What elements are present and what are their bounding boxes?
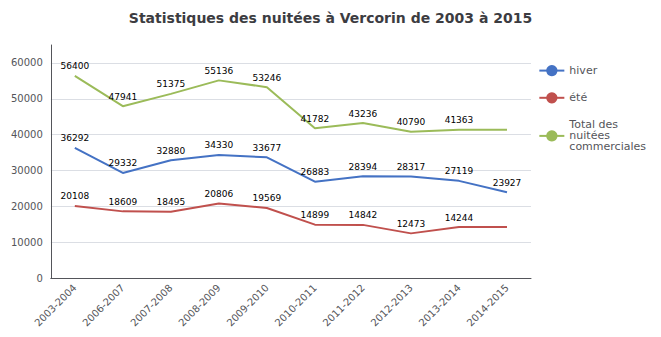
svg-text:34330: 34330 xyxy=(205,140,234,150)
svg-text:41782: 41782 xyxy=(301,114,330,124)
svg-text:19569: 19569 xyxy=(253,193,282,203)
svg-text:40790: 40790 xyxy=(397,117,426,127)
svg-text:29332: 29332 xyxy=(109,158,138,168)
svg-text:27119: 27119 xyxy=(445,166,474,176)
svg-text:36292: 36292 xyxy=(60,133,89,143)
svg-text:10000: 10000 xyxy=(11,237,43,248)
svg-text:14842: 14842 xyxy=(349,210,378,220)
svg-text:47941: 47941 xyxy=(109,92,138,102)
svg-text:55136: 55136 xyxy=(205,66,234,76)
svg-text:23927: 23927 xyxy=(493,178,522,188)
svg-text:0: 0 xyxy=(36,273,42,284)
svg-text:33677: 33677 xyxy=(253,143,282,153)
svg-text:60000: 60000 xyxy=(11,57,43,68)
svg-text:14899: 14899 xyxy=(301,210,330,220)
svg-text:12473: 12473 xyxy=(397,219,426,229)
svg-text:50000: 50000 xyxy=(11,93,43,104)
svg-text:commerciales: commerciales xyxy=(569,140,646,153)
svg-text:30000: 30000 xyxy=(11,165,43,176)
svg-text:28317: 28317 xyxy=(397,162,426,172)
svg-text:53246: 53246 xyxy=(253,73,282,83)
svg-text:2014-2015: 2014-2015 xyxy=(465,282,511,328)
svg-text:14244: 14244 xyxy=(445,213,474,223)
svg-text:Total des: Total des xyxy=(569,118,618,132)
svg-text:2003-2004: 2003-2004 xyxy=(32,282,78,328)
svg-text:20000: 20000 xyxy=(11,201,43,212)
svg-text:été: été xyxy=(569,91,587,104)
svg-text:hiver: hiver xyxy=(569,64,597,77)
svg-text:18609: 18609 xyxy=(109,197,138,207)
svg-text:2013-2014: 2013-2014 xyxy=(417,282,463,328)
svg-text:20108: 20108 xyxy=(60,191,89,201)
svg-text:28394: 28394 xyxy=(349,162,378,172)
svg-text:2010-2011: 2010-2011 xyxy=(273,282,319,328)
svg-text:2009-2010: 2009-2010 xyxy=(225,282,271,328)
svg-text:41363: 41363 xyxy=(445,115,474,125)
svg-text:56400: 56400 xyxy=(60,61,89,71)
svg-text:Statistiques des nuitées à Ver: Statistiques des nuitées à Vercorin de 2… xyxy=(129,10,532,26)
svg-text:20806: 20806 xyxy=(205,189,234,199)
svg-text:26883: 26883 xyxy=(301,167,330,177)
svg-text:43236: 43236 xyxy=(349,109,378,119)
svg-text:nuitées: nuitées xyxy=(569,129,610,143)
svg-text:2011-2012: 2011-2012 xyxy=(321,282,367,328)
svg-text:2007-2008: 2007-2008 xyxy=(128,282,174,328)
svg-text:2012-2013: 2012-2013 xyxy=(369,282,415,328)
svg-text:32880: 32880 xyxy=(157,146,186,156)
svg-text:2006-2007: 2006-2007 xyxy=(80,282,126,328)
svg-text:51375: 51375 xyxy=(157,79,186,89)
svg-text:2008-2009: 2008-2009 xyxy=(177,282,223,328)
svg-text:18495: 18495 xyxy=(157,197,186,207)
svg-text:40000: 40000 xyxy=(11,129,43,140)
